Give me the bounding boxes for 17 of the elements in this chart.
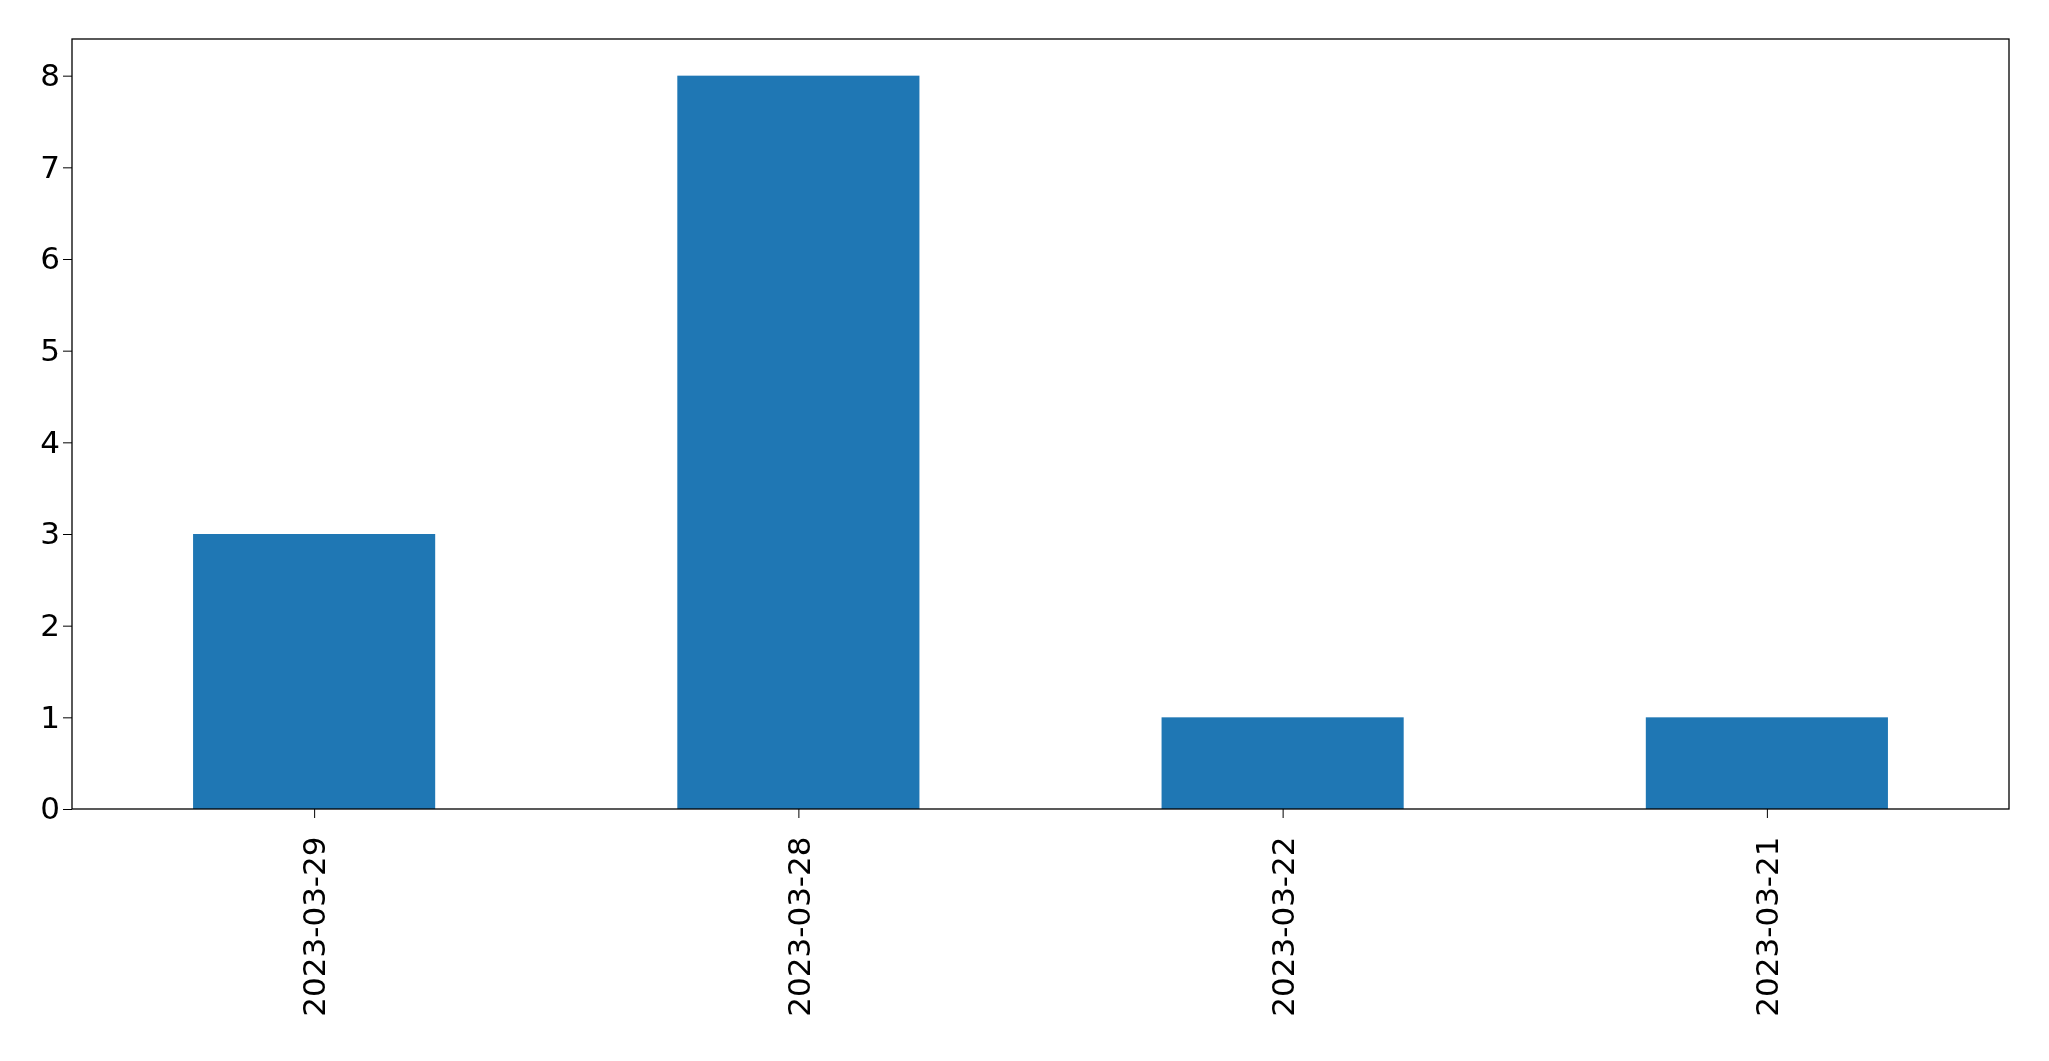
- y-tick-label: 2: [40, 607, 60, 644]
- y-tick-label: 8: [40, 57, 60, 94]
- bar: [193, 534, 436, 809]
- y-tick-label: 7: [40, 148, 60, 185]
- bar: [677, 75, 920, 809]
- bar: [1161, 717, 1404, 809]
- x-tick-label: 2023-03-29: [296, 836, 333, 1017]
- x-tick-label: 2023-03-21: [1749, 836, 1786, 1017]
- x-tick-label: 2023-03-22: [1264, 836, 1301, 1017]
- bar: [1645, 717, 1888, 809]
- y-tick-label: 6: [40, 240, 60, 277]
- y-tick-label: 3: [40, 515, 60, 552]
- y-tick-label: 4: [40, 423, 60, 460]
- y-tick-label: 1: [40, 698, 60, 735]
- y-tick-label: 5: [40, 332, 60, 369]
- x-tick-label: 2023-03-28: [780, 836, 817, 1017]
- y-tick-label: 0: [40, 790, 60, 827]
